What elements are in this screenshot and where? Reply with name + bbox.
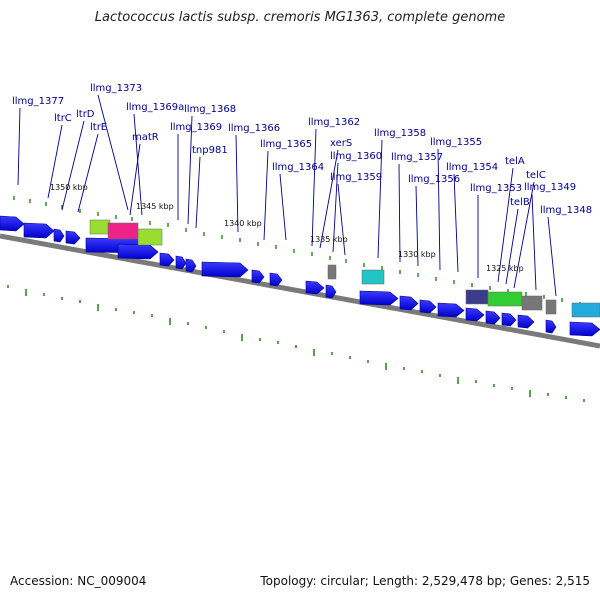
leader-line [97,94,129,211]
gene-label[interactable]: llmg_1359 [330,172,382,183]
scale-label: 1330 kbp [398,250,436,259]
cds-arrow[interactable] [517,314,535,329]
leader-line [513,181,535,289]
leader-line [332,162,339,253]
gene-label[interactable]: llmg_1355 [430,137,482,148]
gene-label[interactable]: llmg_1362 [308,117,360,128]
gene-label[interactable]: llmg_1353 [470,183,522,194]
scale-label: 1350 kbp [50,183,88,192]
cds-arrow[interactable] [399,295,419,311]
feature-block[interactable] [545,299,557,315]
scale-label: 1340 kbp [224,219,262,228]
cds-arrow[interactable] [159,252,175,267]
feature-block[interactable] [571,302,600,318]
gene-label[interactable]: llmg_1349 [524,182,576,193]
leader-line [279,173,287,241]
feature-block[interactable] [361,269,385,285]
leader-line [415,185,419,267]
gene-label[interactable]: llmg_1348 [540,205,592,216]
gene-label[interactable]: llmg_1368 [184,104,236,115]
scale-label: 1325 kbp [486,264,524,273]
gene-label[interactable]: llmg_1364 [272,162,324,173]
map-title: Lactococcus lactis subsp. cremoris MG136… [94,10,506,25]
cds-arrow[interactable] [65,230,81,245]
gene-label[interactable]: llmg_1357 [391,152,443,163]
leader-line [47,124,63,199]
gene-label[interactable]: xerS [330,138,352,149]
gene-label[interactable]: tnp981 [192,145,228,156]
leader-line [235,134,239,233]
gene-label[interactable]: llmg_1360 [330,151,382,162]
feature-block[interactable] [107,222,139,240]
cds-arrow[interactable] [305,280,325,295]
leader-line [61,120,85,211]
cds-arrow[interactable] [0,215,25,232]
cds-arrow[interactable] [465,307,485,322]
feature-block[interactable] [487,291,523,307]
cds-arrow[interactable] [569,321,600,337]
leader-line [311,128,317,247]
feature-block[interactable] [521,295,543,311]
gene-label[interactable]: llmg_1369a [126,102,184,113]
leader-line [187,115,193,225]
gene-label[interactable]: llmg_1377 [12,96,64,107]
cds-arrow[interactable] [485,310,501,325]
cds-arrow[interactable] [117,243,159,260]
cds-arrow[interactable] [175,255,187,270]
leader-line [133,113,143,216]
gene-label[interactable]: telB [510,197,530,208]
accession-label: Accession: NC_009004 [10,574,147,588]
gene-label[interactable]: telA [505,156,525,167]
leader-line [398,163,401,263]
leader-line [437,148,441,271]
gene-label[interactable]: llmg_1369 [170,122,222,133]
leader-line [497,167,514,283]
genome-backbone [0,233,600,349]
gene-label[interactable]: llmg_1373 [90,83,142,94]
feature-block[interactable] [137,228,163,246]
leader-line [77,133,99,213]
leader-line [17,107,21,186]
cds-arrow[interactable] [419,299,437,314]
cds-arrow[interactable] [325,284,337,299]
gene-label[interactable]: ltrD [76,109,95,120]
leader-line [263,150,269,241]
gene-label[interactable]: ltrC [54,113,72,124]
gene-label[interactable]: llmg_1365 [260,139,312,150]
feature-block[interactable] [89,219,111,235]
leader-line [505,208,519,285]
gene-label[interactable]: llmg_1354 [446,162,498,173]
leader-line [547,216,557,297]
gene-label[interactable]: matR [132,132,159,143]
cds-arrow[interactable] [185,258,197,273]
gene-label[interactable]: llmg_1358 [374,128,426,139]
cds-arrow[interactable] [269,272,283,287]
genome-summary: Topology: circular; Length: 2,529,478 bp… [260,574,590,588]
cds-arrow[interactable] [359,290,399,306]
feature-block[interactable] [327,264,337,280]
scale-label: 1345 kbp [136,202,174,211]
gene-label[interactable]: llmg_1356 [408,174,460,185]
feature-block[interactable] [465,289,489,305]
leader-line [319,149,339,249]
cds-arrow[interactable] [23,222,55,239]
leader-line [377,139,383,259]
gene-label[interactable]: llmg_1366 [228,123,280,134]
cds-arrow[interactable] [437,302,465,318]
cds-arrow[interactable] [545,319,557,334]
leader-line [531,193,537,291]
cds-arrow[interactable] [251,269,265,284]
leader-line [195,156,201,229]
scale-label: 1335 kbp [310,235,348,244]
leader-line [129,143,141,216]
cds-arrow[interactable] [53,228,65,243]
cds-arrow[interactable] [201,261,249,278]
leader-line [453,173,459,273]
gene-label[interactable]: ltrE [90,122,107,133]
leader-line [337,183,346,256]
gene-label[interactable]: telC [526,170,546,181]
cds-arrow[interactable] [501,312,517,327]
